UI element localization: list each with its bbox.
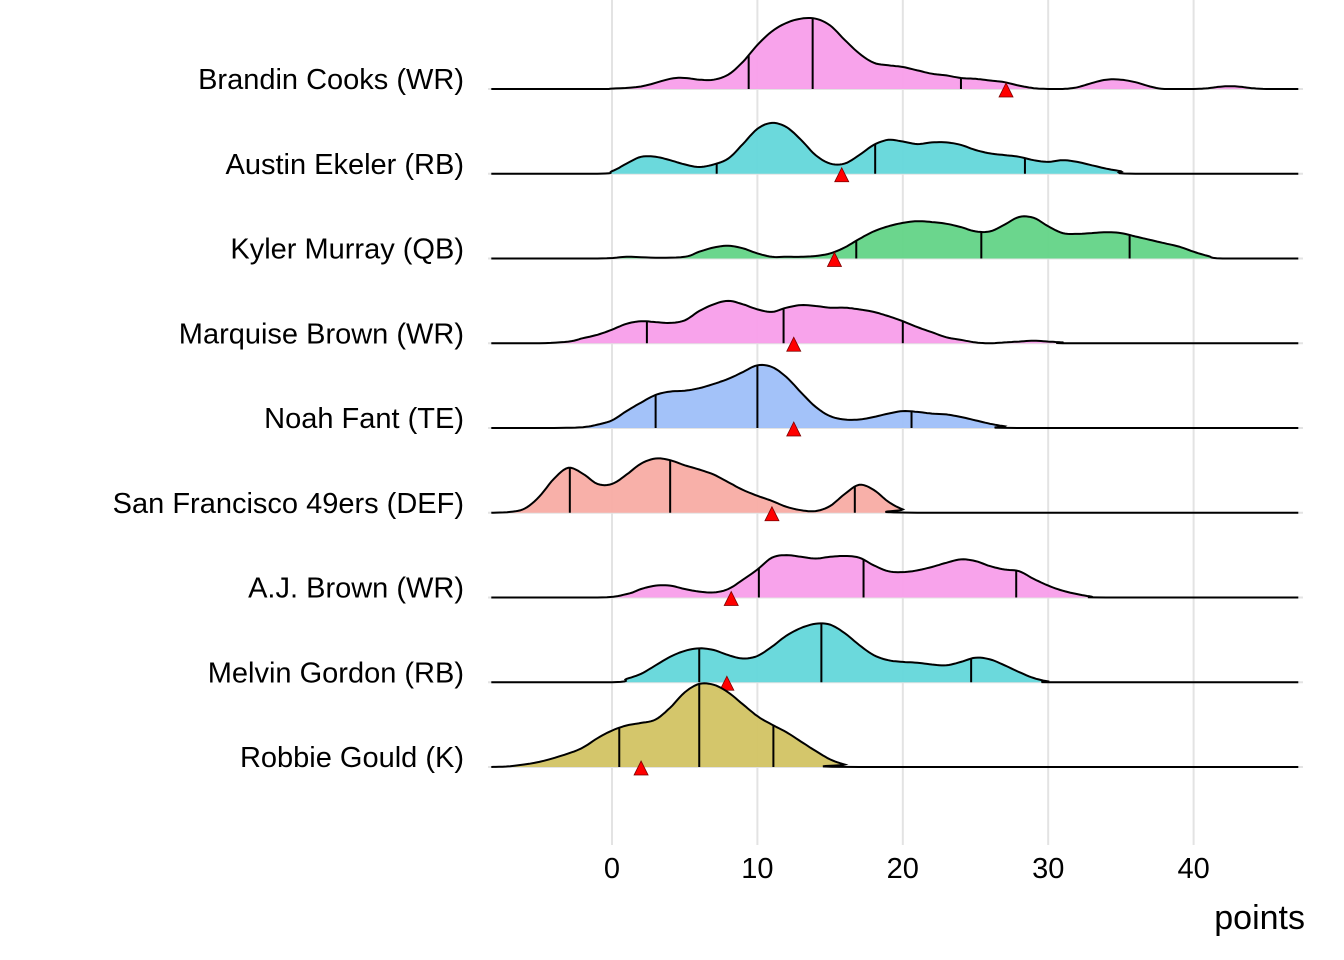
x-tick-label: 10 (741, 853, 773, 885)
y-axis-labels: Brandin Cooks (WR) Austin Ekeler (RB) Kyle… (113, 64, 464, 774)
density-fill (491, 458, 1299, 513)
density-fill (491, 683, 1299, 767)
x-tick-label: 0 (604, 853, 620, 885)
ridge-a-j-brown-wr (491, 554, 1299, 606)
ridge-austin-ekeler-rb (491, 121, 1299, 183)
y-axis-label: Austin Ekeler (RB) (225, 149, 464, 181)
y-axis-label: Brandin Cooks (WR) (198, 64, 464, 96)
density-outline (491, 121, 1299, 175)
x-tick-label: 30 (1032, 853, 1064, 885)
density-fill (491, 300, 1299, 344)
projection-marker (998, 82, 1014, 98)
x-axis-ticks: 0 10 20 30 40 (604, 853, 1210, 885)
x-axis-title: points (1214, 899, 1305, 937)
ridge-noah-fant-te (491, 363, 1299, 437)
y-axis-label: Robbie Gould (K) (240, 742, 464, 774)
density-fill (491, 555, 1299, 598)
density-fill (491, 623, 1299, 683)
projection-marker (764, 505, 780, 522)
projection-marker (633, 760, 649, 776)
projection-marker (786, 421, 802, 437)
density-outline (491, 457, 1299, 514)
density-outline (491, 554, 1299, 599)
ridge-kyler-murray-qb (491, 215, 1299, 267)
projection-marker (826, 251, 843, 267)
y-axis-label: Kyler Murray (QB) (230, 234, 464, 266)
density-outline (491, 622, 1299, 684)
projection-marker (786, 336, 802, 352)
ridge-san-francisco-49ers-def (491, 457, 1299, 522)
density-outline (491, 17, 1299, 90)
x-tick-label: 40 (1177, 853, 1209, 885)
x-tick-label: 20 (887, 853, 919, 885)
density-outline (491, 299, 1299, 345)
ridge-brandin-cooks-wr (491, 17, 1299, 98)
density-outline (491, 363, 1299, 429)
y-axis-label: Marquise Brown (WR) (179, 318, 464, 350)
density-outline (491, 682, 1299, 768)
density-outline (491, 215, 1299, 260)
y-axis-label: San Francisco 49ers (DEF) (113, 488, 464, 520)
ridges (491, 17, 1299, 776)
ridge-robbie-gould-k (491, 682, 1299, 776)
density-fill (491, 364, 1299, 428)
ridge-marquise-brown-wr (491, 299, 1299, 352)
density-fill (491, 122, 1299, 174)
y-axis-label: Noah Fant (TE) (264, 403, 464, 435)
projection-marker (834, 166, 850, 183)
projection-marker (723, 590, 739, 606)
y-axis-label: A.J. Brown (WR) (248, 573, 464, 605)
density-fill (491, 18, 1299, 89)
density-fill (491, 216, 1299, 259)
y-axis-label: Melvin Gordon (RB) (208, 657, 464, 689)
ridge-melvin-gordon-rb (491, 622, 1299, 691)
